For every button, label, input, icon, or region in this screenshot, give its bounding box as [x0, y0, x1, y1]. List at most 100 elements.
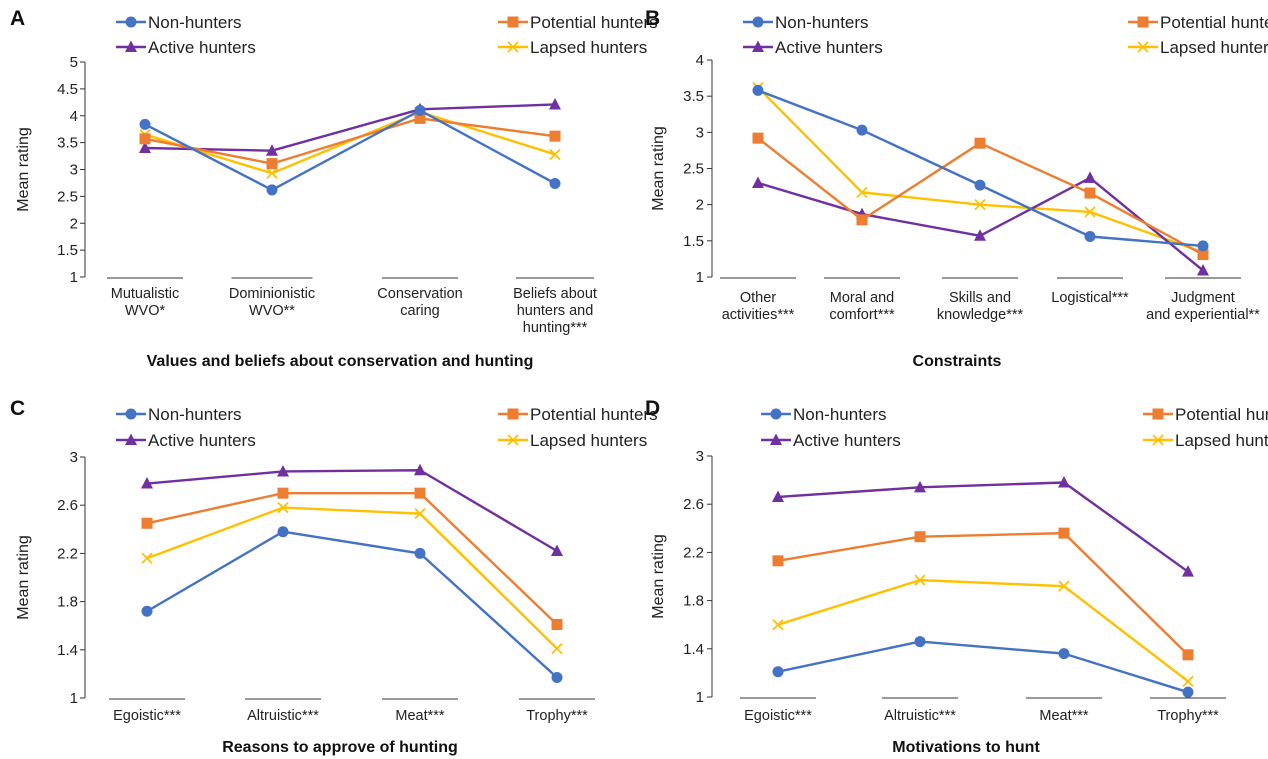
data-point-potential-hunters: [1084, 187, 1096, 199]
x-tick-label: Judgment and experiential**: [1146, 290, 1260, 323]
series-line-non-hunters: [757, 89, 1204, 248]
data-point-potential-hunters: [266, 158, 278, 170]
y-tick-label: 2.2: [57, 545, 78, 562]
legend-marker: [770, 408, 782, 420]
series-line-non-hunters: [144, 109, 556, 192]
legend-label: Lapsed hunters: [530, 38, 647, 57]
legend-label: Non-hunters: [775, 13, 869, 32]
data-point-lapsed-hunters: [277, 501, 289, 514]
y-tick-label: 1.8: [683, 593, 704, 610]
legend-item-non-hunters: Non-hunters: [116, 13, 242, 32]
legend-marker: [1152, 408, 1164, 420]
y-tick-label: 2: [696, 197, 704, 214]
data-point-non-hunters: [266, 184, 278, 196]
series-potential-hunters: [139, 112, 561, 170]
legend: Non-hunters Potential hunters Active hunte…: [743, 13, 1268, 57]
data-point-lapsed-hunters: [1058, 580, 1070, 592]
x-tick-label: Beliefs about hunters and hunting***: [513, 286, 597, 336]
legend-label: Active hunters: [793, 431, 901, 450]
legend-marker: [752, 40, 764, 52]
x-tick-label: Mutualistic WVO*: [111, 286, 180, 319]
data-point-active-hunters: [139, 141, 151, 153]
legend-marker: [507, 41, 519, 53]
series-potential-hunters: [772, 527, 1194, 661]
chart-panel-c: C 1 1.4 1.8 2.2 2.6 3 Mean rating Egoistic*** Alt…: [10, 397, 658, 756]
legend-marker: [125, 40, 137, 52]
data-point-potential-hunters: [772, 555, 784, 567]
data-point-non-hunters: [772, 666, 784, 678]
data-point-active-hunters: [752, 176, 764, 188]
panel-letter: A: [10, 7, 25, 30]
y-axis-label: Mean rating: [650, 126, 667, 211]
data-point-potential-hunters: [139, 133, 151, 145]
legend-item-lapsed-hunters: Lapsed hunters: [1128, 38, 1268, 57]
data-point-active-hunters: [266, 144, 278, 156]
y-tick-label: 5: [70, 54, 78, 71]
y-tick-label: 1: [696, 689, 704, 706]
data-point-active-hunters: [549, 97, 561, 110]
y-tick-label: 2.5: [57, 188, 78, 205]
data-point-lapsed-hunters: [414, 507, 426, 520]
data-point-active-hunters: [914, 480, 926, 493]
x-tick-label: Altruistic***: [884, 708, 956, 724]
legend-marker: [125, 433, 137, 445]
legend-item-potential-hunters: Potential hunters: [1143, 405, 1268, 424]
legend-marker: [125, 16, 137, 28]
legend-marker: [1152, 434, 1164, 446]
y-tick-label: 2.5: [683, 161, 704, 178]
series-active-hunters: [772, 476, 1194, 577]
series-active-hunters: [752, 171, 1209, 276]
series-line-non-hunters: [146, 530, 558, 679]
x-tick-label: Trophy***: [1157, 708, 1219, 724]
chart-panel-a: A 1 1.5 2 2.5 3 3.5 4 4.5 5 Mean rating Mutualistic…: [10, 7, 658, 370]
y-tick-label: 1: [696, 269, 704, 286]
legend-marker: [125, 408, 137, 420]
series-lapsed-hunters: [141, 501, 563, 655]
data-point-potential-hunters: [974, 137, 986, 149]
legend-label: Active hunters: [775, 38, 883, 57]
series-lapsed-hunters: [772, 574, 1194, 687]
legend-label: Non-hunters: [148, 13, 242, 32]
series-non-hunters: [141, 526, 563, 684]
x-tick-label: Egoistic***: [744, 708, 812, 724]
x-axis-title: Motivations to hunt: [892, 739, 1040, 756]
x-tick-label: Meat***: [395, 708, 445, 724]
data-point-active-hunters: [1182, 565, 1194, 577]
data-point-lapsed-hunters: [549, 148, 561, 161]
x-tick-label: Logistical***: [1051, 290, 1129, 306]
series-non-hunters: [752, 84, 1209, 252]
data-point-active-hunters: [1058, 476, 1070, 488]
x-tick-label: Egoistic***: [113, 708, 181, 724]
legend-marker: [770, 433, 782, 445]
data-point-potential-hunters: [752, 132, 764, 144]
panel-letter: C: [10, 397, 25, 420]
legend-marker: [507, 408, 519, 420]
x-axis-title: Values and beliefs about conservation an…: [147, 353, 534, 370]
data-point-lapsed-hunters: [266, 167, 278, 179]
series-line-lapsed-hunters: [777, 578, 1189, 683]
legend-item-active-hunters: Active hunters: [116, 38, 256, 57]
data-point-non-hunters: [856, 124, 868, 136]
series-active-hunters: [141, 463, 563, 556]
series-line-lapsed-hunters: [144, 110, 556, 175]
y-tick-label: 2.2: [683, 544, 704, 561]
panel-letter: B: [645, 7, 660, 30]
y-tick-label: 3: [70, 162, 78, 179]
legend-item-potential-hunters: Potential hunters: [1128, 13, 1268, 32]
legend-label: Lapsed hunters: [1160, 38, 1268, 57]
series-line-lapsed-hunters: [146, 506, 558, 650]
data-point-non-hunters: [1182, 686, 1194, 698]
series-line-potential-hunters: [146, 491, 558, 626]
data-point-lapsed-hunters: [974, 199, 986, 211]
legend-marker: [752, 16, 764, 28]
series-active-hunters: [139, 97, 561, 156]
chart-panel-b: B 1 1.5 2 2.5 3 3.5 4 Mean rating Other activities…: [645, 7, 1268, 370]
data-point-active-hunters: [551, 544, 563, 556]
data-point-non-hunters: [277, 526, 289, 538]
legend-label: Non-hunters: [793, 405, 887, 424]
legend: Non-hunters Potential hunters Active hunte…: [116, 405, 658, 450]
series-line-potential-hunters: [144, 117, 556, 165]
legend-label: Lapsed hunters: [1175, 431, 1268, 450]
y-tick-label: 4: [696, 52, 704, 69]
y-tick-label: 1.4: [57, 642, 78, 659]
